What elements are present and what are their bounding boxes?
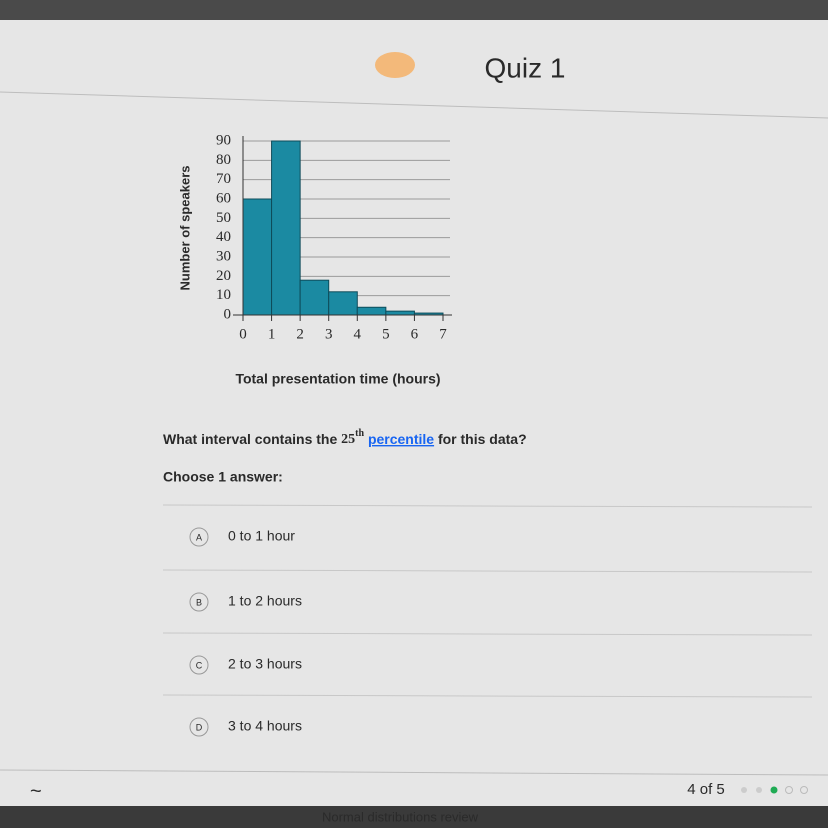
x-tick-label: 7 — [439, 326, 447, 342]
y-tick-label: 10 — [216, 287, 231, 303]
choice-divider — [162, 569, 813, 573]
progress-dot — [785, 786, 793, 794]
bar — [242, 198, 273, 316]
footer-divider — [0, 769, 828, 776]
bar — [385, 310, 415, 316]
choice-text: 0 to 1 hour — [228, 528, 295, 544]
superscript: th — [355, 428, 364, 439]
choice-text: 2 to 3 hours — [228, 656, 302, 672]
x-tick-label: 1 — [268, 326, 276, 342]
quiz-title: Quiz 1 — [485, 52, 566, 83]
choice-text: 3 to 4 hours — [228, 718, 302, 734]
y-tick-label: 20 — [216, 268, 231, 284]
choice-divider — [162, 632, 813, 636]
bar — [356, 306, 387, 316]
y-tick-label: 0 — [224, 306, 232, 322]
y-axis-label: Number of speakers — [177, 166, 192, 291]
choose-prompt: Choose 1 answer: — [163, 469, 283, 485]
y-tick-label: 60 — [216, 190, 231, 206]
x-axis-label: Total presentation time (hours) — [235, 371, 440, 387]
choice-circle — [189, 655, 209, 675]
light-glare — [375, 52, 415, 78]
header-divider — [0, 91, 828, 119]
x-tick-label: 3 — [325, 326, 333, 342]
logo-icon: ~ — [30, 780, 42, 802]
progress-dot — [770, 786, 778, 794]
choice-letter: B — [196, 597, 202, 607]
question-number: 25 — [341, 432, 355, 447]
y-tick-label: 80 — [216, 152, 231, 168]
y-tick-label: 90 — [216, 132, 231, 148]
bar — [299, 279, 330, 316]
progress-dot — [756, 787, 762, 793]
choice-circle — [189, 717, 209, 737]
choices: A 0 to 1 hour B 1 to 2 hours C 2 to 3 hours D 3… — [162, 504, 813, 737]
x-tick-label: 4 — [354, 326, 362, 342]
choice-divider — [162, 694, 813, 698]
choice-letter: D — [196, 722, 203, 732]
choice-circle — [189, 527, 209, 547]
choice-letter: C — [196, 660, 203, 670]
progress-dot — [800, 786, 808, 794]
bar — [328, 291, 358, 316]
taskbar — [0, 806, 828, 828]
question-text: What interval contains the — [163, 431, 337, 447]
y-tick-label: 30 — [216, 248, 231, 264]
x-tick-label: 2 — [296, 326, 304, 342]
progress-dot — [741, 787, 747, 793]
progress: 4 of 5 — [687, 781, 725, 798]
taskbar-text: Normal distributions review — [322, 809, 479, 824]
histogram: 0 10 20 30 40 50 60 70 80 90 0 1 2 3 4 5 6 7 — [216, 132, 452, 342]
choice-divider — [162, 504, 813, 508]
choice-circle — [189, 592, 209, 612]
choice-text: 1 to 2 hours — [228, 593, 302, 609]
x-tick-label: 0 — [239, 326, 247, 342]
choice-letter: A — [196, 532, 202, 542]
question-text: for this data? — [438, 431, 527, 447]
y-tick-label: 40 — [216, 229, 231, 245]
bar — [271, 140, 301, 316]
y-tick-label: 50 — [216, 210, 231, 226]
percentile-link[interactable]: percentile — [368, 431, 434, 447]
x-tick-label: 6 — [411, 326, 419, 342]
y-tick-label: 70 — [216, 171, 231, 187]
x-tick-label: 5 — [382, 326, 390, 342]
top-bezel — [0, 0, 828, 20]
question: What interval contains the 25th percenti… — [163, 425, 527, 448]
